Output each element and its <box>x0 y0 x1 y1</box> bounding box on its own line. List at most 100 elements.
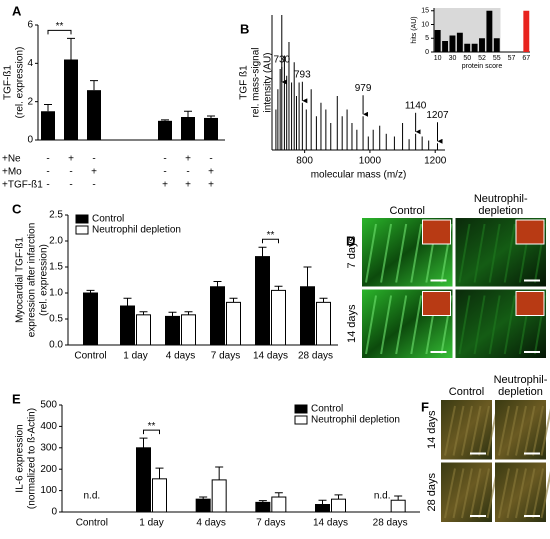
inset-x-tick-label: 67 <box>522 55 530 62</box>
bar <box>165 315 180 346</box>
fiber-texture <box>506 468 519 519</box>
bar <box>226 301 241 346</box>
y-axis-label: Myocardial TGF-ß1 <box>15 237 26 323</box>
fiber-texture <box>365 295 377 355</box>
fiber-texture <box>523 468 536 519</box>
row-heading: 28 days <box>426 472 438 511</box>
y-tick-label: 1.5 <box>49 262 63 273</box>
condition-mark: - <box>46 167 49 178</box>
inset-bar <box>442 41 449 52</box>
inset-bar <box>486 10 493 52</box>
column-heading: Neutrophil- <box>474 193 528 205</box>
inset-x-tick-label: 55 <box>493 55 501 62</box>
y-axis-label: TGF-ß1 <box>3 65 14 100</box>
x-tick-label: 4 days <box>196 518 225 529</box>
y-tick-label: 0 <box>425 49 429 56</box>
significance-bracket <box>143 429 160 435</box>
fiber-texture <box>452 468 465 519</box>
inset-micrograph <box>515 219 545 245</box>
inset-bar <box>464 43 471 52</box>
y-tick-label: 200 <box>40 464 57 475</box>
fiber-texture <box>532 405 544 456</box>
y-tick-label: 0 <box>51 507 57 518</box>
bar <box>255 501 271 513</box>
bar <box>195 498 211 513</box>
inset-bar <box>493 38 500 52</box>
x-tick-label: 1 day <box>139 518 163 529</box>
fiber-texture <box>515 405 527 456</box>
y-tick-label: 500 <box>40 400 57 411</box>
y-tick-label: 5 <box>425 35 429 42</box>
column-heading: depletion <box>478 205 523 217</box>
peak-label: 793 <box>294 69 311 80</box>
fiber-texture <box>365 223 377 283</box>
peak-label: 979 <box>355 83 372 94</box>
inset-x-tick-label: 10 <box>434 55 442 62</box>
legend-swatch <box>75 214 89 224</box>
legend-swatch <box>294 415 308 425</box>
legend-swatch <box>294 404 308 414</box>
fiber-texture <box>473 223 486 283</box>
fiber-texture <box>498 468 510 519</box>
error-bar <box>67 37 75 60</box>
error-bar <box>229 297 238 303</box>
error-bar <box>274 492 283 498</box>
error-bar <box>215 466 224 480</box>
y-tick-label: 0.5 <box>49 314 63 325</box>
significance-bracket <box>47 29 72 35</box>
error-bar <box>123 297 132 306</box>
condition-mark: + <box>208 167 214 178</box>
column-heading: Control <box>390 205 425 217</box>
error-bar <box>184 311 193 315</box>
error-bar <box>168 311 177 317</box>
bar <box>211 479 227 513</box>
fiber-texture <box>469 468 482 519</box>
condition-mark: - <box>69 180 72 191</box>
fiber-texture <box>503 223 516 283</box>
condition-mark: - <box>92 154 95 165</box>
condition-mark: + <box>208 180 214 191</box>
y-axis-label: TGF ß1 <box>239 65 250 100</box>
bar <box>87 90 101 140</box>
y-tick-label: 2.0 <box>49 236 63 247</box>
column-heading: depletion <box>498 386 543 398</box>
inset-micrograph <box>422 291 451 316</box>
inset-bar <box>434 30 441 52</box>
inset-bar <box>479 38 485 52</box>
row-heading: 7 days <box>346 236 358 269</box>
bar <box>83 292 98 346</box>
bar <box>331 498 346 513</box>
fiber-texture <box>461 468 473 519</box>
fiber-texture <box>395 223 408 283</box>
error-bar <box>258 246 267 257</box>
panel-label: D <box>346 233 355 248</box>
x-tick-label: 7 days <box>211 351 240 362</box>
inset-micrograph <box>422 219 451 245</box>
peak-label: 730 <box>273 55 290 66</box>
x-tick-label: 4 days <box>166 351 195 362</box>
y-tick-label: 0.0 <box>49 340 63 351</box>
fiber-texture <box>380 295 393 355</box>
inset-x-tick-label: 50 <box>463 55 471 62</box>
condition-name: +Ne <box>2 154 21 165</box>
fiber-texture <box>515 468 527 519</box>
condition-mark: - <box>46 154 49 165</box>
bar <box>255 256 270 346</box>
inset-bar <box>471 43 478 52</box>
bar <box>136 447 151 513</box>
y-axis-label: IL-6 expression <box>15 424 26 492</box>
column-heading: Control <box>449 386 484 398</box>
inset-micrograph <box>515 291 545 316</box>
condition-mark: - <box>69 167 72 178</box>
inset-bar <box>523 10 530 52</box>
x-tick-label: 1200 <box>424 156 447 167</box>
error-bar <box>184 110 192 117</box>
error-bar <box>139 437 148 448</box>
y-tick-label: 15 <box>421 8 429 15</box>
fiber-texture <box>458 295 471 355</box>
error-bar <box>199 496 208 500</box>
fiber-texture <box>452 405 465 456</box>
peak-label: 1140 <box>405 100 427 111</box>
bar <box>181 117 195 140</box>
